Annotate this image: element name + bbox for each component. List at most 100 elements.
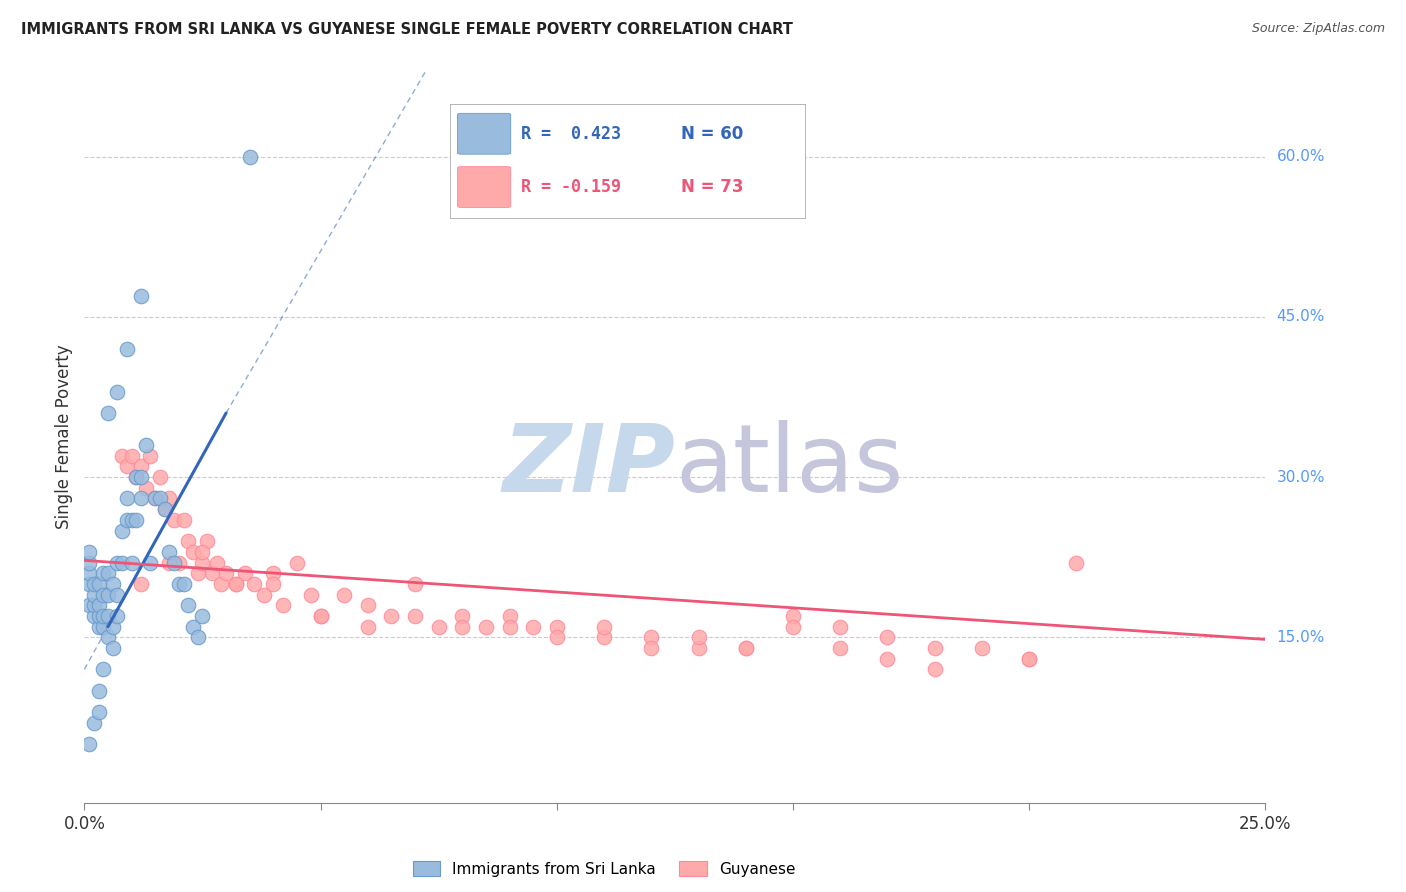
Point (97, 609, 120, 624)
Point (77, 577, 100, 591)
Point (167, 577, 190, 591)
Point (125, 470, 148, 484)
Point (83, 588, 105, 602)
Point (640, 640, 662, 655)
Point (688, 630, 710, 644)
Point (225, 577, 247, 591)
Point (1018, 651, 1040, 665)
Point (77, 599, 100, 613)
Point (970, 640, 993, 655)
Point (87, 577, 110, 591)
Point (87, 619, 110, 633)
Point (173, 513, 195, 527)
Point (262, 566, 284, 581)
Point (91, 609, 114, 624)
Point (149, 491, 172, 506)
Point (243, 577, 266, 591)
Point (107, 588, 129, 602)
Point (101, 619, 124, 633)
Point (546, 619, 568, 633)
Point (1018, 651, 1040, 665)
Point (111, 556, 134, 570)
Legend: Immigrants from Sri Lanka, Guyanese: Immigrants from Sri Lanka, Guyanese (406, 855, 801, 883)
Point (173, 577, 195, 591)
Point (129, 459, 152, 474)
Point (451, 619, 474, 633)
Point (115, 342, 138, 356)
Point (77, 737, 100, 751)
Point (77, 566, 100, 581)
Point (87, 599, 110, 613)
Point (121, 449, 143, 463)
Point (876, 651, 898, 665)
Text: Source: ZipAtlas.com: Source: ZipAtlas.com (1251, 22, 1385, 36)
Point (125, 470, 148, 484)
Point (191, 556, 214, 570)
Point (201, 566, 224, 581)
Point (135, 438, 157, 452)
Point (153, 502, 176, 516)
Y-axis label: Single Female Poverty: Single Female Poverty (55, 345, 73, 529)
Point (498, 619, 520, 633)
Point (91, 588, 114, 602)
Point (205, 556, 228, 570)
Point (239, 150, 262, 164)
Point (262, 577, 284, 591)
Point (522, 619, 544, 633)
Text: 60.0%: 60.0% (1277, 149, 1324, 164)
Point (734, 640, 756, 655)
Point (115, 513, 138, 527)
Point (149, 470, 172, 484)
Point (191, 609, 214, 624)
Point (830, 619, 852, 633)
Point (593, 630, 616, 644)
Point (357, 619, 380, 633)
Point (91, 619, 114, 633)
Point (181, 619, 204, 633)
Point (498, 609, 520, 624)
Point (121, 556, 143, 570)
Point (271, 599, 294, 613)
Point (1066, 556, 1088, 570)
Point (83, 609, 105, 624)
Point (97, 566, 120, 581)
Point (157, 556, 180, 570)
Point (209, 577, 232, 591)
Point (101, 577, 124, 591)
Point (87, 683, 110, 698)
Point (404, 577, 426, 591)
Point (593, 619, 616, 633)
Point (91, 662, 114, 676)
Point (299, 588, 322, 602)
Point (309, 609, 332, 624)
Point (924, 662, 946, 676)
Point (782, 619, 804, 633)
Point (125, 513, 148, 527)
Point (143, 491, 166, 506)
Point (157, 491, 180, 506)
Point (139, 449, 162, 463)
Point (129, 470, 152, 484)
Point (475, 619, 498, 633)
Point (97, 588, 120, 602)
Point (167, 556, 190, 570)
Point (129, 288, 152, 302)
Point (380, 609, 402, 624)
Point (157, 545, 180, 559)
Point (640, 630, 662, 644)
Point (83, 715, 105, 730)
Point (876, 630, 898, 644)
Point (83, 599, 105, 613)
Point (225, 577, 247, 591)
Point (451, 609, 474, 624)
Point (427, 619, 450, 633)
Point (77, 556, 100, 570)
Point (121, 513, 143, 527)
Text: atlas: atlas (675, 420, 903, 512)
Point (191, 545, 214, 559)
Point (91, 566, 114, 581)
Point (97, 630, 120, 644)
Point (195, 534, 218, 549)
Point (187, 630, 209, 644)
Point (153, 502, 176, 516)
